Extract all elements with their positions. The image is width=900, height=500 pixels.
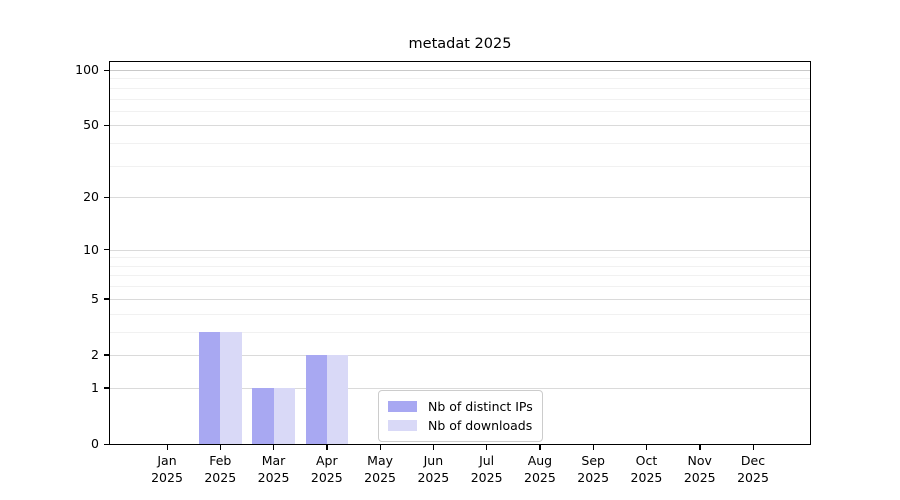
x-axis-tick-label: Mar 2025 bbox=[242, 452, 306, 486]
gridline-minor bbox=[110, 98, 810, 100]
x-axis-tick-label: Aug 2025 bbox=[508, 452, 572, 486]
y-axis-tick-label: 5 bbox=[91, 290, 99, 306]
x-axis-tick-label: May 2025 bbox=[348, 452, 412, 486]
x-axis-tick bbox=[752, 444, 754, 450]
x-axis-tick bbox=[379, 444, 381, 450]
x-axis-tick bbox=[326, 444, 328, 450]
x-axis-tick-label: Jan 2025 bbox=[135, 452, 199, 486]
x-tick-month: Mar bbox=[261, 453, 286, 468]
gridline-minor bbox=[110, 331, 810, 333]
gridline-minor bbox=[110, 87, 810, 89]
x-tick-year: 2025 bbox=[524, 470, 556, 485]
legend-label: Nb of distinct IPs bbox=[428, 399, 533, 414]
x-axis-tick-label: Feb 2025 bbox=[188, 452, 252, 486]
x-axis-tick bbox=[219, 444, 222, 450]
bar-distinct-ips bbox=[252, 387, 274, 444]
legend-entry: Nb of distinct IPs bbox=[388, 397, 533, 416]
y-axis-tick bbox=[104, 443, 110, 445]
x-tick-year: 2025 bbox=[737, 470, 769, 485]
y-axis-tick bbox=[104, 298, 110, 300]
gridline-major bbox=[110, 197, 810, 199]
legend-entry: Nb of downloads bbox=[388, 416, 533, 435]
x-tick-month: May bbox=[367, 453, 393, 468]
x-tick-year: 2025 bbox=[364, 470, 396, 485]
y-axis-tick-label: 100 bbox=[75, 62, 99, 77]
gridline-major bbox=[110, 354, 810, 356]
gridline-minor bbox=[110, 265, 810, 267]
bar-downloads bbox=[273, 387, 295, 444]
x-axis-tick bbox=[539, 444, 541, 450]
x-tick-month: Jul bbox=[479, 453, 495, 468]
x-axis-tick-label: Jun 2025 bbox=[401, 452, 465, 486]
y-axis-tick-label: 10 bbox=[83, 241, 99, 257]
gridline-minor bbox=[110, 110, 810, 112]
x-tick-year: 2025 bbox=[683, 470, 716, 485]
legend-swatch-downloads bbox=[388, 420, 417, 431]
x-axis-tick bbox=[645, 444, 648, 450]
y-axis-tick bbox=[104, 354, 110, 356]
y-axis-tick-label: 20 bbox=[83, 189, 99, 205]
bar-distinct-ips bbox=[305, 354, 327, 444]
x-tick-year: 2025 bbox=[577, 470, 610, 485]
x-axis-tick bbox=[273, 444, 275, 450]
gridline-major bbox=[110, 70, 810, 71]
x-axis-tick bbox=[699, 444, 701, 450]
x-tick-month: Aug bbox=[527, 453, 553, 468]
x-tick-month: Oct bbox=[635, 453, 658, 468]
x-axis-tick-label: Sep 2025 bbox=[561, 452, 625, 486]
y-axis-tick bbox=[104, 387, 110, 389]
bar-downloads bbox=[220, 331, 242, 444]
x-tick-year: 2025 bbox=[151, 470, 183, 485]
x-tick-year: 2025 bbox=[417, 470, 450, 485]
y-axis-tick bbox=[104, 69, 110, 71]
x-tick-month: Apr bbox=[316, 453, 338, 468]
gridline-minor bbox=[110, 257, 810, 259]
x-axis-tick bbox=[166, 444, 168, 450]
x-tick-month: Feb bbox=[209, 453, 232, 468]
bar-distinct-ips bbox=[198, 331, 221, 444]
x-axis-tick bbox=[592, 444, 594, 450]
x-tick-year: 2025 bbox=[204, 470, 237, 485]
x-tick-year: 2025 bbox=[470, 470, 503, 485]
gridline-minor bbox=[110, 143, 810, 145]
x-tick-month: Jan bbox=[157, 453, 177, 468]
x-tick-month: Dec bbox=[740, 453, 766, 468]
gridline-minor bbox=[110, 165, 810, 167]
legend-label: Nb of downloads bbox=[428, 418, 533, 433]
gridline-major bbox=[110, 298, 810, 300]
chart-title: metadat 2025 bbox=[408, 36, 512, 52]
gridline-minor bbox=[110, 313, 810, 315]
x-axis-tick bbox=[432, 444, 435, 450]
y-axis-tick-label: 50 bbox=[83, 117, 99, 133]
plot-area: Nb of distinct IPs Nb of downloads bbox=[109, 61, 811, 445]
x-axis-tick-label: Dec 2025 bbox=[721, 452, 785, 486]
y-axis-tick-label: 0 bbox=[91, 436, 99, 451]
bar-downloads bbox=[326, 354, 349, 444]
x-axis-tick-label: Oct 2025 bbox=[614, 452, 678, 486]
legend: Nb of distinct IPs Nb of downloads bbox=[378, 390, 543, 442]
y-axis-tick bbox=[104, 124, 110, 127]
x-tick-month: Nov bbox=[687, 453, 712, 468]
y-axis-tick bbox=[104, 249, 110, 251]
x-axis-tick-label: Nov 2025 bbox=[668, 452, 732, 486]
x-tick-month: Jun bbox=[423, 453, 444, 468]
gridline-major bbox=[110, 249, 810, 251]
legend-swatch-distinct-ips bbox=[388, 401, 417, 412]
gridline-minor bbox=[110, 78, 810, 80]
y-axis-tick bbox=[104, 196, 110, 199]
gridline-minor bbox=[110, 286, 810, 288]
gridline-major bbox=[110, 387, 810, 389]
x-axis-tick-label: Apr 2025 bbox=[295, 452, 359, 486]
y-axis-tick-label: 1 bbox=[91, 379, 99, 395]
x-tick-year: 2025 bbox=[310, 470, 343, 485]
x-axis-tick-label: Jul 2025 bbox=[455, 452, 519, 486]
gridline-major bbox=[110, 125, 810, 127]
y-axis-tick-label: 2 bbox=[91, 346, 99, 362]
x-axis-tick bbox=[486, 444, 488, 450]
x-tick-year: 2025 bbox=[630, 470, 663, 485]
gridline-minor bbox=[110, 275, 810, 277]
x-tick-month: Sep bbox=[581, 453, 605, 468]
x-tick-year: 2025 bbox=[257, 470, 290, 485]
